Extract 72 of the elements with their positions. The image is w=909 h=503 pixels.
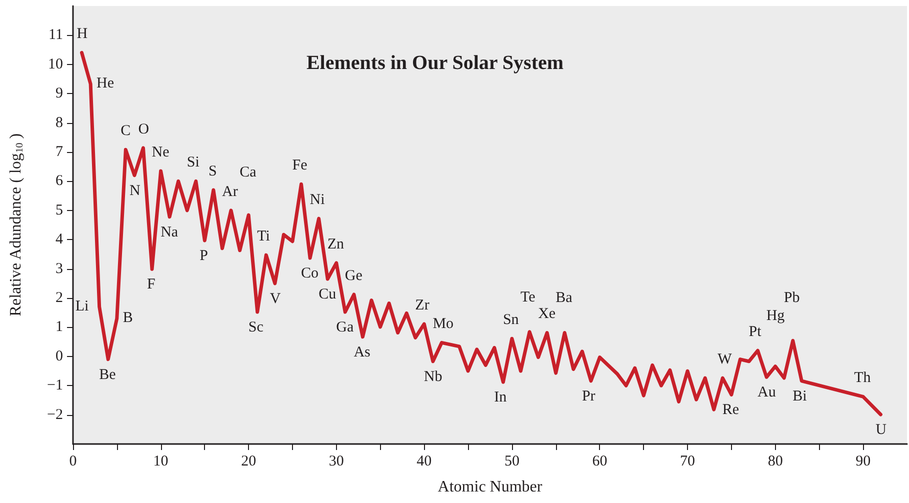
annotation: Sc bbox=[248, 320, 264, 336]
x-tick-label: 30 bbox=[328, 454, 344, 470]
annotation: As bbox=[354, 344, 371, 360]
y-tick-label: 8 bbox=[56, 114, 63, 131]
annotation: Ne bbox=[152, 144, 170, 160]
y-tick-label: −2 bbox=[47, 406, 63, 423]
annotation: Re bbox=[722, 402, 740, 418]
annotation: Bi bbox=[792, 388, 807, 404]
y-tick-label: 0 bbox=[56, 348, 63, 364]
y-tick-label: 2 bbox=[56, 290, 63, 306]
annotation: P bbox=[200, 248, 208, 264]
annotation: U bbox=[876, 422, 887, 438]
annotation: Xe bbox=[538, 306, 556, 322]
y-tick-label: 5 bbox=[56, 202, 63, 218]
annotation: Hg bbox=[766, 308, 786, 324]
annotation: B bbox=[122, 310, 133, 326]
annotation: Zr bbox=[415, 297, 430, 314]
y-tick-label: 3 bbox=[56, 260, 63, 277]
annotation: F bbox=[147, 276, 156, 293]
annotation: Ge bbox=[344, 268, 363, 284]
annotation: Ti bbox=[257, 228, 270, 245]
annotation: Pt bbox=[748, 324, 762, 340]
annotation: Be bbox=[99, 366, 116, 383]
x-tick-label: 90 bbox=[856, 454, 871, 470]
y-axis-title: Relative Adundance ( log10 ) bbox=[8, 133, 26, 316]
x-tick-label: 20 bbox=[241, 454, 256, 470]
x-tick-label: 10 bbox=[153, 454, 168, 470]
annotation: H bbox=[76, 26, 88, 42]
annotation: Ba bbox=[556, 290, 573, 306]
annotation: Cu bbox=[318, 286, 337, 303]
annotation: Ni bbox=[310, 192, 325, 208]
annotation: He bbox=[96, 75, 114, 92]
x-tick-label: 80 bbox=[768, 454, 783, 470]
annotation: Si bbox=[186, 154, 200, 171]
annotation: N bbox=[129, 182, 140, 199]
annotation: S bbox=[208, 163, 217, 180]
annotation: Th bbox=[854, 370, 872, 386]
annotation: Ga bbox=[336, 320, 354, 336]
annotation: Au bbox=[758, 384, 776, 401]
annotation: V bbox=[270, 290, 281, 307]
annotation: Zn bbox=[327, 236, 345, 252]
annotation: C bbox=[120, 123, 131, 140]
annotation: Ca bbox=[240, 164, 257, 181]
annotation: Co bbox=[301, 265, 319, 282]
annotation: Sn bbox=[502, 312, 520, 328]
x-tick-label: 70 bbox=[680, 454, 696, 470]
annotation: Na bbox=[160, 224, 178, 240]
annotation: Pb bbox=[784, 290, 800, 306]
annotation: Fe bbox=[292, 158, 308, 174]
annotation: W bbox=[718, 352, 733, 368]
annotation: Mo bbox=[432, 316, 454, 332]
annotation: Li bbox=[75, 298, 89, 314]
x-tick-label: 50 bbox=[504, 454, 520, 470]
annotation: Nb bbox=[424, 368, 442, 385]
annotation: Te bbox=[520, 289, 536, 306]
text: Elements in Our Solar System bbox=[306, 52, 564, 74]
y-tick-label: 1 bbox=[56, 319, 63, 336]
y-tick-label: 7 bbox=[56, 144, 64, 160]
y-tick-label: −1 bbox=[47, 378, 63, 394]
y-tick-label: 9 bbox=[56, 86, 63, 102]
annotation: O bbox=[138, 121, 150, 138]
x-tick-label: 40 bbox=[416, 454, 432, 470]
annotation: Pr bbox=[582, 388, 596, 404]
x-tick-label: 0 bbox=[69, 454, 77, 470]
y-tick-label: 11 bbox=[48, 27, 63, 44]
x-axis-title: Atomic Number bbox=[438, 478, 543, 496]
x-tick-label: 60 bbox=[592, 454, 608, 470]
y-tick-label: 4 bbox=[56, 232, 64, 248]
y-tick-label: 6 bbox=[56, 173, 64, 190]
y-tick-label: 10 bbox=[48, 56, 63, 72]
annotation: Ar bbox=[222, 184, 238, 200]
annotation: In bbox=[494, 390, 508, 406]
